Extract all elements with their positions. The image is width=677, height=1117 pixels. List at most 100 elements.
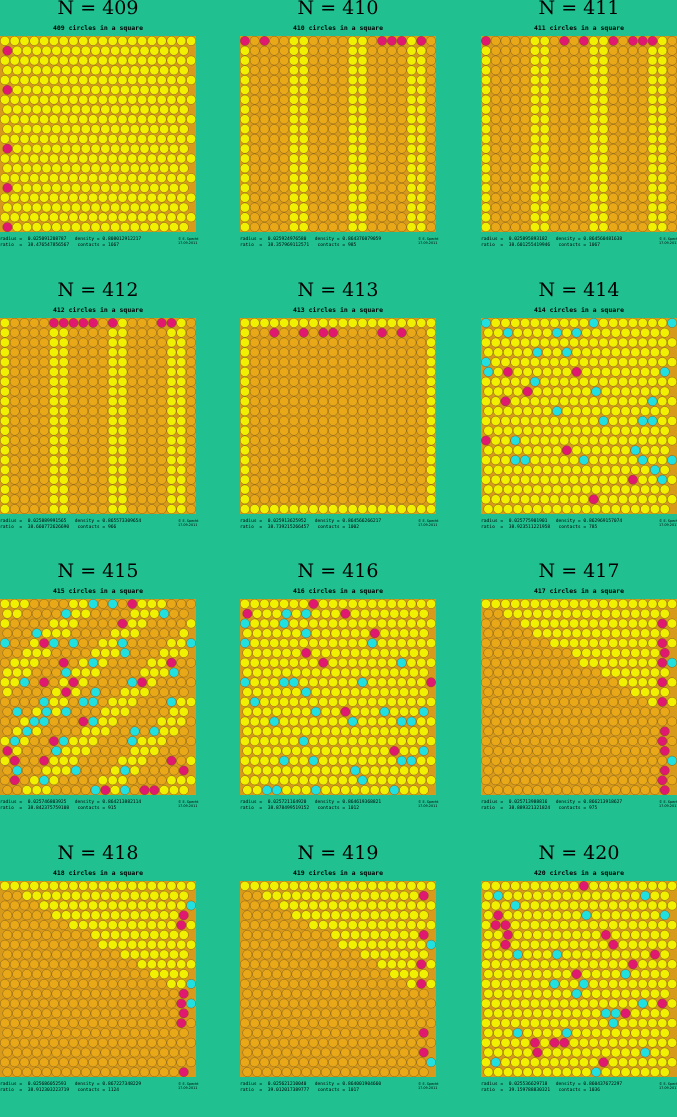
packed-circle: [500, 114, 511, 125]
packed-circle: [139, 890, 150, 901]
packed-circle: [159, 988, 170, 999]
packed-circle: [88, 1057, 98, 1068]
packed-circle: [481, 939, 491, 950]
packed-circle: [340, 726, 351, 737]
packed-circle: [481, 212, 491, 223]
packed-circle: [249, 318, 260, 328]
packed-circle: [483, 327, 494, 338]
packed-circle: [88, 435, 98, 446]
packed-circle: [357, 94, 368, 105]
packed-circle: [367, 716, 378, 727]
packed-circle: [252, 687, 263, 697]
copyright-note: © E. Specht 17.09.2011: [659, 519, 677, 527]
packed-circle: [186, 337, 196, 348]
packed-circle: [240, 1037, 250, 1048]
packed-circle: [51, 1008, 62, 1019]
packed-circle: [249, 75, 260, 85]
packed-circle: [308, 406, 319, 416]
packed-circle: [598, 1057, 609, 1068]
packed-circle: [650, 386, 660, 397]
packed-circle: [240, 192, 250, 203]
packed-circle: [571, 930, 582, 940]
packed-circle: [406, 45, 417, 56]
packed-circle: [640, 628, 651, 639]
packed-circle: [159, 667, 170, 678]
packed-circle: [396, 337, 407, 348]
packed-circle: [90, 608, 101, 619]
circle-packing-diagram: [240, 36, 436, 232]
packed-circle: [367, 979, 378, 989]
packed-circle: [31, 765, 42, 776]
packed-circle: [542, 890, 553, 901]
packed-circle: [12, 183, 23, 193]
density-label: density: [74, 1082, 95, 1087]
packed-circle: [571, 406, 582, 416]
packed-circle: [139, 104, 150, 115]
packed-circle: [503, 484, 513, 495]
packed-circle: [147, 406, 157, 416]
packed-circle: [542, 608, 553, 619]
packed-circle: [159, 628, 170, 639]
packed-circle: [98, 716, 108, 727]
packed-circle: [481, 920, 491, 930]
packed-circle: [610, 628, 621, 639]
packed-circle: [387, 85, 397, 95]
packed-circle: [647, 85, 658, 95]
packed-circle: [117, 406, 128, 416]
packed-circle: [483, 746, 494, 756]
packed-circle: [139, 746, 150, 756]
packed-circle: [520, 337, 530, 348]
packed-circle: [19, 504, 30, 514]
packed-circle: [571, 910, 582, 921]
packed-circle: [318, 920, 329, 930]
packed-circle: [318, 45, 329, 56]
packed-circle: [269, 979, 280, 989]
packed-circle: [120, 628, 130, 639]
packed-circle: [620, 648, 631, 658]
packed-circle: [640, 406, 651, 416]
packed-circle: [350, 706, 361, 717]
packed-circle: [289, 959, 299, 970]
packed-circle: [31, 163, 42, 174]
packed-circle: [387, 677, 397, 688]
packed-circle: [71, 910, 81, 921]
packed-circle: [0, 1018, 10, 1028]
packed-circle: [240, 465, 250, 475]
packed-circle: [552, 386, 562, 397]
packed-circle: [637, 697, 648, 707]
packed-circle: [100, 1047, 111, 1058]
packed-circle: [301, 765, 312, 776]
packed-circle: [399, 930, 410, 940]
packed-circle: [650, 726, 660, 737]
packed-circle: [481, 183, 491, 193]
packed-circle: [579, 143, 589, 154]
packed-circle: [147, 134, 157, 144]
packed-circle: [49, 94, 59, 105]
packed-circle: [396, 697, 407, 707]
packed-circle: [61, 890, 72, 901]
packed-circle: [637, 599, 648, 609]
packed-circle: [149, 969, 160, 979]
packed-circle: [98, 192, 108, 203]
packed-circle: [539, 202, 550, 213]
packed-circle: [406, 347, 417, 358]
packed-circle: [418, 746, 429, 756]
packed-circle: [588, 494, 599, 505]
packed-circle: [591, 726, 602, 737]
packed-circle: [640, 687, 651, 697]
packed-circle: [657, 1018, 668, 1028]
packed-circle: [579, 920, 589, 930]
packed-circle: [166, 416, 177, 426]
packed-circle: [330, 910, 341, 921]
packed-circle: [637, 75, 648, 85]
packed-circle: [156, 697, 167, 707]
packed-circle: [0, 494, 10, 505]
packed-circle: [657, 183, 668, 193]
packed-circle: [156, 55, 167, 66]
packed-circle: [2, 969, 13, 979]
packed-circle: [338, 618, 348, 629]
packed-circle: [640, 746, 651, 756]
packed-circle: [186, 1037, 196, 1048]
packed-circle: [289, 494, 299, 505]
packed-circle: [481, 657, 491, 668]
